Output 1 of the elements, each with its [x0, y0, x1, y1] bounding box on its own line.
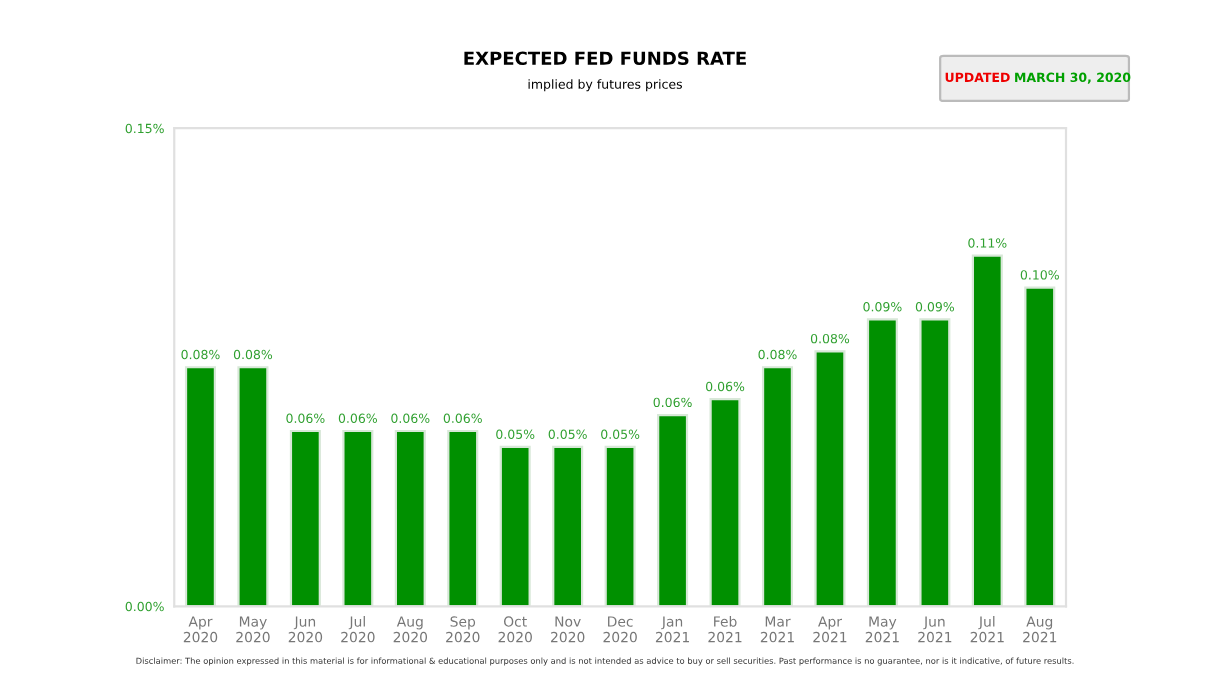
chart-title: EXPECTED FED FUNDS RATE	[464, 51, 746, 66]
